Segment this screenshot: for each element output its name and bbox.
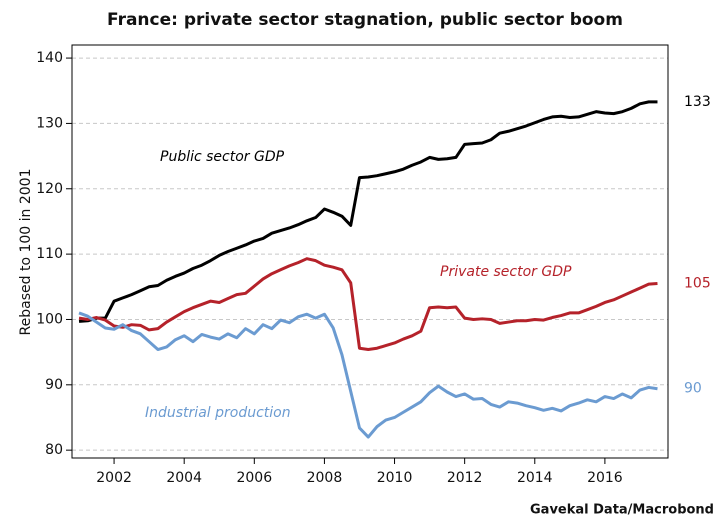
y-axis-label: Rebased to 100 in 2001 (18, 169, 34, 336)
series-label: Private sector GDP (440, 264, 572, 280)
x-tick-label: 2004 (166, 470, 202, 486)
y-tick-label: 110 (36, 246, 63, 262)
y-tick-label: 80 (45, 442, 63, 458)
end-label: 105 (684, 276, 711, 292)
x-tick-label: 2006 (236, 470, 272, 486)
x-tick-label: 2014 (517, 470, 553, 486)
series-label: Public sector GDP (160, 149, 285, 165)
x-tick-label: 2016 (587, 470, 623, 486)
y-tick-label: 140 (36, 50, 63, 66)
x-tick-label: 2012 (447, 470, 483, 486)
x-tick-label: 2008 (307, 470, 343, 486)
series-label: Industrial production (145, 405, 291, 421)
y-tick-label: 120 (36, 181, 63, 197)
series-line (78, 257, 658, 352)
end-label: 133 (684, 94, 711, 110)
plot-frame (71, 44, 669, 459)
source: Gavekal Data/Macrobond (530, 503, 714, 518)
x-tick-label: 2010 (377, 470, 413, 486)
chart-title: France: private sector stagnation, publi… (107, 10, 623, 30)
series-line (78, 100, 658, 323)
y-tick-label: 90 (45, 377, 63, 393)
x-tick-label: 2002 (96, 470, 132, 486)
series-line (78, 311, 658, 439)
end-label: 90 (684, 381, 702, 397)
y-tick-label: 130 (36, 115, 63, 131)
y-tick-label: 100 (36, 311, 63, 327)
